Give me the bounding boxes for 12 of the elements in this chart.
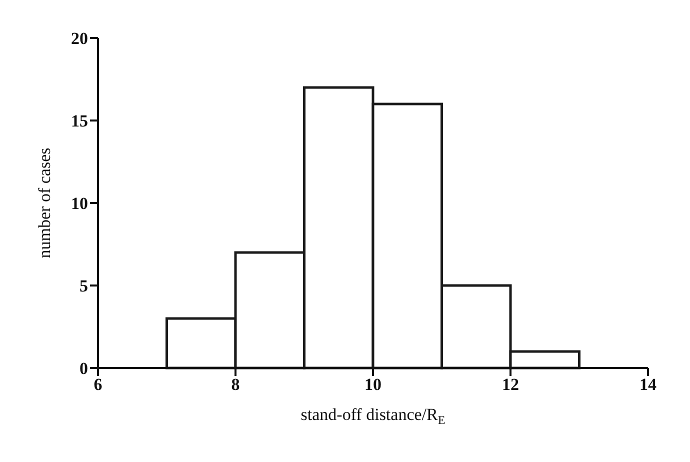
y-tick-label: 0	[80, 359, 88, 378]
x-tick-label: 8	[231, 375, 240, 394]
x-tick-label: 14	[640, 375, 657, 394]
y-axis-title: number of cases	[35, 148, 54, 258]
x-tick-label: 12	[502, 375, 519, 394]
y-tick-label: 15	[71, 112, 88, 131]
y-tick-label: 20	[71, 29, 88, 48]
y-tick-label: 5	[80, 276, 88, 296]
y-tick-label: 10	[71, 194, 88, 214]
x-tick-label: 10	[364, 375, 382, 394]
x-tick-label: 6	[94, 375, 102, 394]
x-axis-title: stand-off distance/R$_{E}$	[300, 405, 446, 427]
